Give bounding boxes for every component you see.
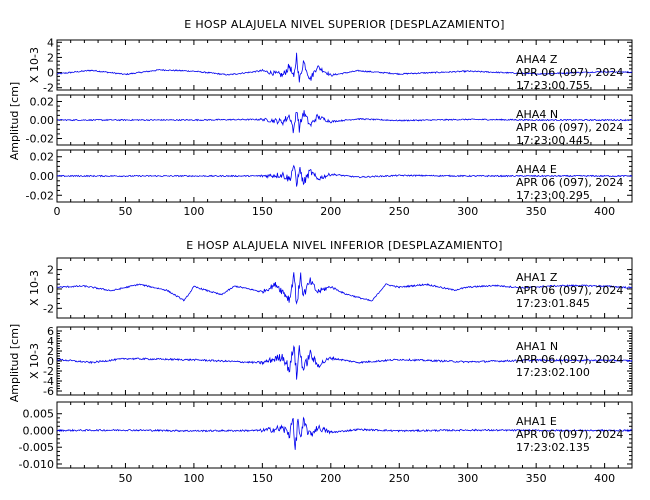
y-tick-label: -0.005 bbox=[19, 441, 54, 454]
y-tick-label: 0.02 bbox=[30, 151, 55, 164]
y-tick-label: 0 bbox=[47, 355, 54, 368]
x-tick-label: 400 bbox=[594, 205, 615, 218]
time-label: 17:23:00.755 bbox=[516, 79, 590, 92]
chart-group-2: E HOSP ALAJUELA NIVEL INFERIOR [DESPLAZA… bbox=[8, 239, 633, 485]
y-tick-label: 0.000 bbox=[23, 424, 55, 437]
y-tick-label: -0.010 bbox=[19, 458, 54, 471]
y-tick-label: 0.00 bbox=[30, 170, 55, 183]
chart-title: E HOSP ALAJUELA NIVEL INFERIOR [DESPLAZA… bbox=[186, 239, 503, 252]
y-tick-label: 0.00 bbox=[30, 114, 55, 127]
date-label: APR 06 (097), 2024 bbox=[516, 284, 623, 297]
y-tick-label: 2 bbox=[47, 51, 54, 64]
time-label: 17:23:02.135 bbox=[516, 441, 590, 454]
waveform-trace bbox=[56, 110, 633, 134]
station-component-label: AHA1 N bbox=[516, 340, 558, 353]
time-label: 17:23:01.845 bbox=[516, 297, 590, 310]
date-label: APR 06 (097), 2024 bbox=[516, 353, 623, 366]
time-label: 17:23:02.100 bbox=[516, 366, 590, 379]
station-component-label: AHA1 Z bbox=[516, 271, 558, 284]
date-label: APR 06 (097), 2024 bbox=[516, 121, 623, 134]
x-tick-label: 150 bbox=[252, 472, 273, 485]
waveform-trace bbox=[56, 345, 633, 380]
x-tick-label: 250 bbox=[389, 472, 410, 485]
date-label: APR 06 (097), 2024 bbox=[516, 176, 623, 189]
x-tick-label: 50 bbox=[118, 472, 132, 485]
x-tick-label: 350 bbox=[526, 472, 547, 485]
x-tick-label: 400 bbox=[594, 472, 615, 485]
waveform-trace bbox=[56, 164, 633, 187]
x-tick-label: 250 bbox=[389, 205, 410, 218]
x-tick-label: 100 bbox=[183, 205, 204, 218]
x-tick-label: 150 bbox=[252, 205, 273, 218]
y-tick-label: -0.02 bbox=[26, 133, 54, 146]
y-tick-label: 0 bbox=[47, 67, 54, 80]
x-tick-label: 0 bbox=[54, 205, 61, 218]
scale-label: X 10-3 bbox=[28, 270, 41, 306]
station-component-label: AHA4 E bbox=[516, 163, 557, 176]
x-tick-label: 200 bbox=[320, 205, 341, 218]
y-tick-label: 0.005 bbox=[23, 408, 55, 421]
y-tick-label: 0 bbox=[47, 283, 54, 296]
waveform-trace bbox=[56, 272, 633, 305]
y-tick-label: -6 bbox=[43, 385, 54, 398]
x-tick-label: 100 bbox=[183, 472, 204, 485]
y-tick-label: -4 bbox=[43, 375, 54, 388]
y-axis-label: Amplitud [cm] bbox=[8, 82, 21, 160]
station-component-label: AHA4 N bbox=[516, 108, 558, 121]
scale-label: X 10-3 bbox=[28, 47, 41, 83]
date-label: APR 06 (097), 2024 bbox=[516, 66, 623, 79]
y-tick-label: -0.02 bbox=[26, 189, 54, 202]
x-tick-label: 350 bbox=[526, 205, 547, 218]
y-tick-label: 6 bbox=[47, 325, 54, 338]
y-tick-label: -2 bbox=[43, 82, 54, 95]
y-tick-label: 4 bbox=[47, 36, 54, 49]
waveform-trace bbox=[56, 416, 633, 450]
y-tick-label: 0.02 bbox=[30, 95, 55, 108]
date-label: APR 06 (097), 2024 bbox=[516, 428, 623, 441]
y-tick-label: -2 bbox=[43, 302, 54, 315]
x-tick-label: 50 bbox=[118, 205, 132, 218]
scale-label: X 10-3 bbox=[28, 343, 41, 379]
chart-group-1: E HOSP ALAJUELA NIVEL SUPERIOR [DESPLAZA… bbox=[8, 18, 633, 218]
time-label: 17:23:00.295 bbox=[516, 189, 590, 202]
x-tick-label: 300 bbox=[457, 472, 478, 485]
y-tick-label: -2 bbox=[43, 365, 54, 378]
y-tick-label: 4 bbox=[47, 335, 54, 348]
time-label: 17:23:00.445 bbox=[516, 134, 590, 147]
waveform-trace bbox=[56, 52, 633, 83]
x-tick-label: 300 bbox=[457, 205, 478, 218]
chart-title: E HOSP ALAJUELA NIVEL SUPERIOR [DESPLAZA… bbox=[184, 18, 504, 31]
y-tick-label: 2 bbox=[47, 345, 54, 358]
y-tick-label: 2 bbox=[47, 264, 54, 277]
x-tick-label: 200 bbox=[320, 472, 341, 485]
y-axis-label: Amplitud [cm] bbox=[8, 324, 21, 402]
station-component-label: AHA4 Z bbox=[516, 53, 558, 66]
station-component-label: AHA1 E bbox=[516, 415, 557, 428]
